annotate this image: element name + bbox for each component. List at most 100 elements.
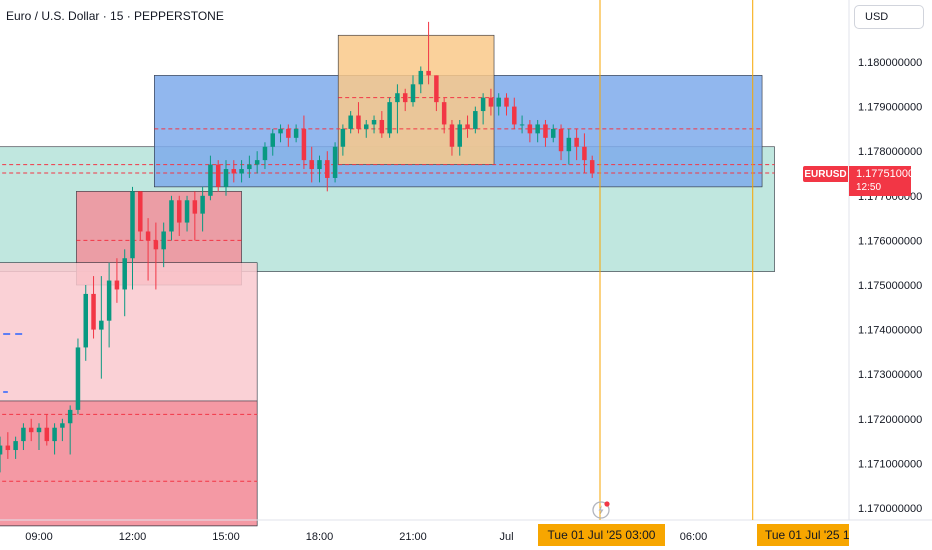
- candle-body: [480, 97, 486, 112]
- candle-body: [177, 200, 182, 223]
- candles-layer: [0, 21, 595, 473]
- price-tick-label: 1.178000000: [858, 146, 922, 158]
- price-tick-label: 1.170000000: [858, 503, 922, 515]
- candle-body: [192, 200, 198, 214]
- candle-body: [44, 427, 50, 442]
- candle-body: [83, 293, 88, 348]
- price-tick-label: 1.174000000: [858, 325, 922, 337]
- candle-body: [239, 169, 244, 174]
- cursor-time-chip: Tue 01 Jul '25 03:00: [538, 524, 665, 546]
- candle-body: [21, 427, 26, 442]
- price-tick-label: 1.180000000: [858, 57, 922, 69]
- orange-zone[interactable]: [337, 34, 495, 165]
- candle-body: [114, 280, 120, 290]
- candle-body: [402, 93, 408, 103]
- candle-body: [91, 293, 96, 330]
- candle-body: [200, 195, 205, 214]
- candle-body: [13, 441, 18, 451]
- time-tick-label: 06:00: [680, 531, 708, 543]
- candle-body: [551, 128, 556, 138]
- candle-body: [457, 124, 462, 147]
- candle-body: [535, 124, 540, 134]
- candle-body: [465, 124, 470, 129]
- chart-title: Euro / U.S. Dollar · 15 · PEPPERSTONE: [6, 9, 224, 23]
- candle-body: [325, 160, 330, 178]
- price-tick-label: 1.179000000: [858, 102, 922, 114]
- price-tick-label: 1.172000000: [858, 414, 922, 426]
- red-zone-low[interactable]: [0, 400, 258, 527]
- candle-body: [317, 160, 322, 170]
- candle-body: [379, 119, 385, 134]
- candle-body: [449, 124, 455, 147]
- last-price-value: 1.177510000: [856, 168, 921, 180]
- time-tick-label: 12:00: [119, 531, 147, 543]
- candle-body: [169, 200, 174, 232]
- candle-body: [36, 427, 42, 433]
- lightning-alert-icon[interactable]: [591, 500, 611, 520]
- bar-countdown: 12:50: [856, 182, 882, 193]
- candle-body: [332, 146, 338, 178]
- time-tick-label: 09:00: [25, 531, 53, 543]
- vertical-lines-layer: [599, 0, 754, 520]
- candle-body: [582, 146, 587, 161]
- candle-body: [67, 409, 73, 424]
- candle-body: [130, 191, 135, 259]
- candle-body: [574, 137, 579, 147]
- time-tick-label: Jul: [499, 531, 513, 543]
- last-price-tag: 1.177510000 12:50: [849, 166, 921, 196]
- candle-body: [356, 115, 361, 129]
- candle-body: [293, 128, 299, 138]
- time-tick-label: 18:00: [306, 531, 334, 543]
- candle-body: [278, 128, 283, 134]
- price-tick-label: 1.176000000: [858, 235, 922, 247]
- time-tick-label: 15:00: [212, 531, 240, 543]
- candle-body: [340, 128, 346, 147]
- candle-body: [558, 128, 564, 152]
- candle-body: [60, 423, 65, 428]
- currency-button[interactable]: USD: [854, 5, 924, 29]
- candle-body: [395, 93, 400, 103]
- candle-body: [262, 146, 268, 161]
- price-tick-label: 1.175000000: [858, 280, 922, 292]
- candle-body: [247, 164, 252, 170]
- candle-body: [208, 164, 213, 196]
- candle-body: [496, 97, 501, 107]
- candle-body: [138, 191, 143, 232]
- candle-body: [519, 124, 525, 126]
- candle-body: [5, 445, 11, 451]
- candle-body: [426, 70, 431, 76]
- candle-body: [286, 128, 291, 138]
- candle-body: [122, 258, 127, 290]
- candle-body: [215, 164, 221, 187]
- time-axis: 09:00 12:00 15:00 18:00 21:00 Jul 06:00: [25, 531, 707, 543]
- candle-body: [231, 169, 237, 174]
- candle-body: [161, 231, 166, 250]
- candle-body: [52, 427, 57, 442]
- candle-body: [0, 445, 3, 455]
- candle-body: [512, 106, 517, 125]
- candle-body: [184, 200, 190, 223]
- candle-body: [504, 97, 509, 107]
- candle-body: [75, 347, 81, 410]
- time-tick-label: 21:00: [399, 531, 427, 543]
- candle-body: [153, 240, 159, 250]
- candle-body: [387, 102, 392, 134]
- symbol-tag: EURUSD: [803, 166, 848, 182]
- candle-body: [364, 124, 369, 129]
- candle-body: [566, 137, 572, 152]
- candle-body: [589, 160, 595, 174]
- candle-body: [99, 320, 104, 330]
- candle-body: [441, 102, 447, 125]
- end-time-chip: Tue 01 Jul '25 1: [757, 524, 849, 546]
- candle-body: [410, 84, 416, 103]
- candle-body: [527, 124, 533, 134]
- candle-body: [418, 70, 424, 85]
- candle-body: [270, 133, 275, 147]
- candle-body: [28, 427, 34, 433]
- candle-body: [106, 280, 112, 321]
- candle-body: [488, 97, 494, 107]
- candle-body: [309, 160, 314, 170]
- price-axis: 1.1800000001.1790000001.1780000001.17700…: [858, 57, 922, 515]
- candle-body: [145, 231, 151, 241]
